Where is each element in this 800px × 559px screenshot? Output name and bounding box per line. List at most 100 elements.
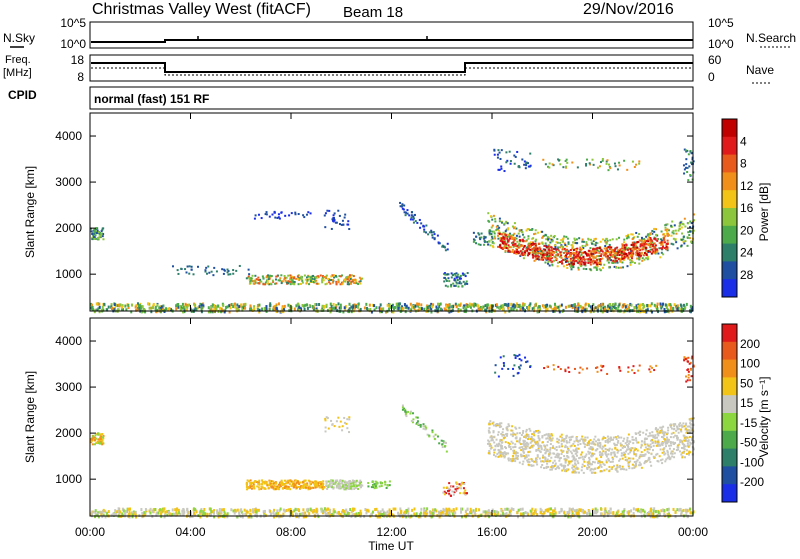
power-echo-mark [492,225,494,227]
power-echo-mark [274,217,276,219]
power-echo-mark [609,239,611,241]
power-echo-mark [599,258,601,260]
velocity-echo-mark [125,510,127,513]
power-echo-mark [226,271,228,273]
velocity-echo-mark [244,513,246,516]
power-echo-mark [304,308,306,311]
power-echo-mark [684,240,686,242]
power-echo-mark [595,244,597,246]
power-echo-mark [550,246,552,248]
velocity-echo-mark [277,488,279,490]
velocity-echo-mark [343,510,345,513]
velocity-echo-mark [92,443,94,445]
velocity-echo-mark [642,509,644,512]
velocity-echo-mark [502,512,504,515]
velocity-echo-mark [102,436,104,438]
power-echo-mark [366,307,368,310]
power-echo-mark [490,215,492,217]
power-echo-mark [577,303,579,306]
velocity-echo-mark [352,509,354,512]
power-echo-mark [416,302,418,305]
velocity-echo-mark [628,434,630,436]
power-echo-mark [257,277,259,279]
velocity-echo-mark [298,486,300,488]
power-echo-mark [169,307,171,310]
velocity-echo-mark [444,445,446,447]
power-echo-mark [575,256,577,258]
power-marks [90,149,695,314]
power-colorbar-tick: 12 [740,179,754,193]
power-echo-mark [194,307,196,310]
velocity-echo-mark [633,512,635,515]
velocity-echo-mark [404,511,406,514]
power-echo-mark [570,253,572,255]
velocity-echo-mark [617,510,619,513]
velocity-echo-mark [282,488,284,490]
velocity-echo-mark [150,508,152,511]
power-echo-mark [291,280,293,282]
power-echo-mark [532,248,534,250]
velocity-echo-mark [346,418,348,420]
power-echo-mark [528,245,530,247]
power-echo-mark [577,307,579,310]
power-colorbar-segment [722,119,737,137]
velocity-echo-mark [466,492,468,494]
velocity-echo-mark [423,423,425,425]
power-echo-mark [571,268,573,270]
power-echo-mark [344,214,346,216]
velocity-echo-mark [576,455,578,457]
power-echo-mark [353,275,355,277]
power-echo-mark [451,276,453,278]
velocity-echo-mark [463,492,465,494]
power-echo-mark [332,282,334,284]
power-echo-mark [604,245,606,247]
power-echo-mark [675,230,677,232]
power-echo-mark [465,306,467,309]
velocity-echo-mark [613,443,615,445]
velocity-echo-mark [261,486,263,488]
velocity-echo-mark [521,446,523,448]
power-echo-mark [591,253,593,255]
velocity-echo-mark [531,508,533,511]
power-echo-mark [298,283,300,285]
velocity-echo-mark [595,511,597,514]
power-echo-mark [561,245,563,247]
power-echo-mark [539,247,541,249]
power-echo-mark [347,220,349,222]
power-echo-mark [538,243,540,245]
power-echo-mark [676,307,678,310]
velocity-echo-mark [365,512,367,515]
power-echo-mark [199,305,201,308]
velocity-echo-mark [602,450,604,452]
power-echo-mark [595,242,597,244]
velocity-echo-mark [451,510,453,513]
freq-tick-bottom: 8 [77,70,84,84]
velocity-echo-mark [687,426,689,428]
power-echo-mark [642,306,644,309]
power-echo-mark [448,304,450,307]
power-echo-mark [650,242,652,244]
power-echo-mark [671,221,673,223]
power-echo-mark [402,208,404,210]
velocity-echo-mark [512,508,514,511]
power-echo-mark [351,281,353,283]
power-echo-mark [602,160,604,162]
power-echo-mark [314,281,316,283]
velocity-echo-mark [327,417,329,419]
velocity-echo-mark [432,512,434,515]
velocity-echo-mark [249,485,251,487]
power-echo-mark [328,210,330,212]
power-echo-mark [657,238,659,240]
power-echo-mark [648,250,650,252]
power-echo-mark [359,283,361,285]
power-echo-mark [179,305,181,308]
power-echo-mark [499,244,501,246]
power-echo-mark [565,236,567,238]
velocity-echo-mark [284,510,286,513]
velocity-echo-mark [600,512,602,515]
velocity-echo-mark [168,511,170,514]
power-echo-mark [504,170,506,172]
power-echo-mark [521,252,523,254]
velocity-echo-mark [253,486,255,488]
power-echo-mark [624,246,626,248]
